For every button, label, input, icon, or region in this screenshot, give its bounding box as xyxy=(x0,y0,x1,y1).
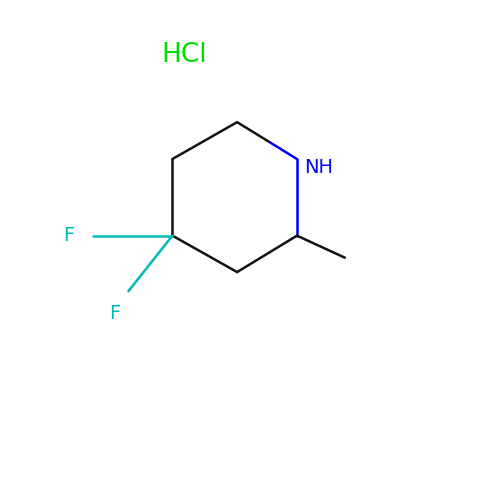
Text: F: F xyxy=(63,226,74,245)
Text: F: F xyxy=(109,304,121,323)
Text: HCl: HCl xyxy=(161,42,207,68)
Text: NH: NH xyxy=(304,158,333,177)
